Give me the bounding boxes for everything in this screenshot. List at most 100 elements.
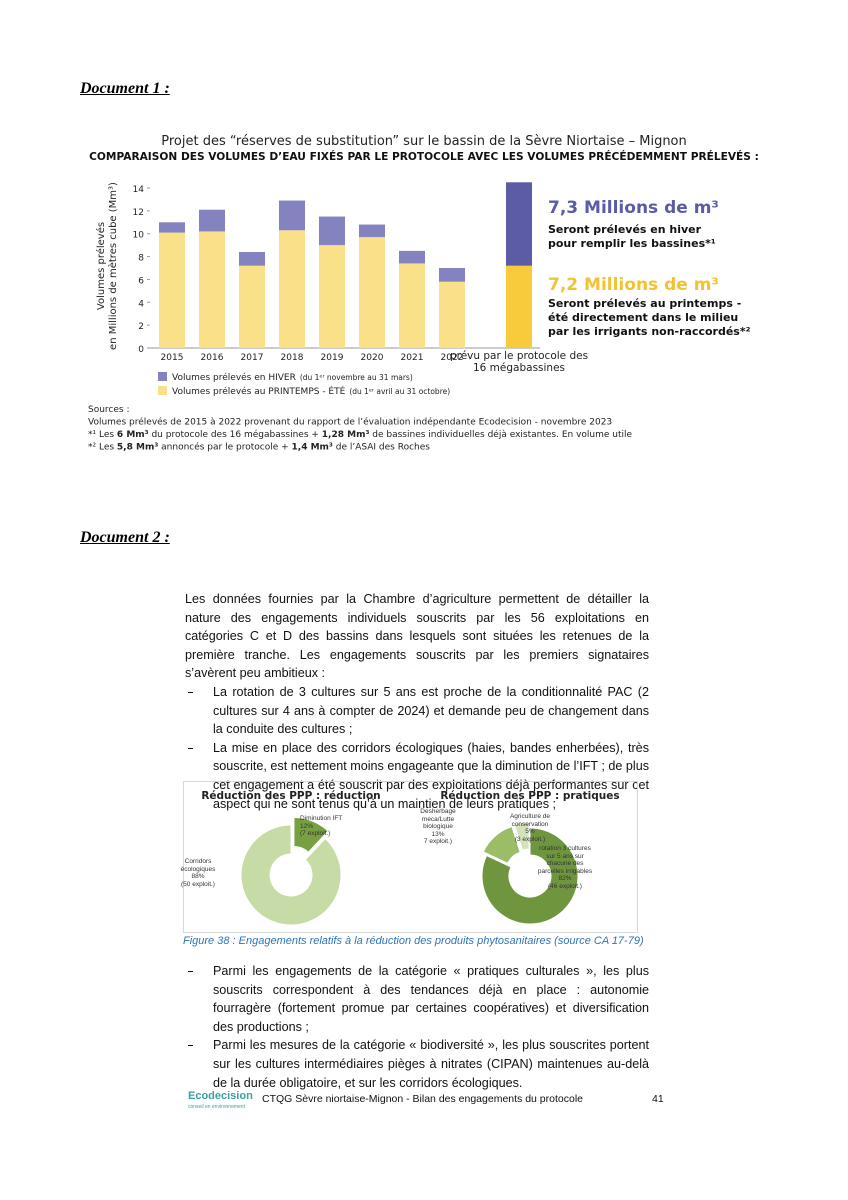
data-label-line: 12% [300,822,314,830]
source-segment: de l’ASAI des Roches [333,443,430,453]
bullet-dash [188,971,193,972]
source-segment: Sources : [88,405,130,415]
legend-entry: Volumes prélevés en HIVER (du 1ᵉʳ novembr… [172,372,413,383]
data-label-line: Diminution IFT [300,815,343,822]
annotation-line: Seront prélevés en hiver [548,223,702,236]
data-label-line: Agriculture de conservation [509,813,551,828]
data-label-line: Desherbage meca/Lutte biologique [420,808,456,830]
data-label: Agriculture de conservation 5% (3 exploit.… [496,813,564,843]
annotation-title: 7,2 Millions de m³ [548,275,719,295]
bar-segment [239,252,265,266]
data-label-line: (3 exploit.) [514,835,546,843]
data-label: Diminution IFT 12% (7 exploit.) [300,815,360,838]
legend-swatch [158,386,167,395]
bullet: Parmi les engagements de la catégorie « … [185,962,649,1036]
bar-segment [279,200,305,231]
bar-segment [199,209,225,232]
data-label: Desherbage meca/Lutte biologique 13% 7 exp… [408,808,468,846]
x-tick-label: 2018 [281,353,304,363]
chart-subtitle: COMPARAISON DES VOLUMES D’EAU FIXÉS PAR … [89,150,759,163]
bar-segment [159,232,185,348]
source-line: *² Les 5,8 Mm³ annoncés par le protocole… [88,442,430,453]
y-axis-label: Volumes prélevés [95,222,107,310]
y-tick-label: 2 [138,322,144,332]
data-label-line: 82% [558,875,572,882]
source-segment: Volumes prélevés de 2015 à 2022 provenan… [88,417,612,428]
bar-segment [439,281,465,348]
data-label: Corridors écologiques 88% (50 exploit.) [168,858,228,888]
annotation-line: pour remplir les bassines*¹ [548,237,716,250]
chart-title: Réduction des PPP : pratiques [440,790,619,802]
legend-name: Volumes prélevés en HIVER [172,372,296,383]
data-label-line: 13% [431,830,445,838]
bar-segment [399,263,425,348]
donut-slice [293,817,329,853]
x-tick-label: 2019 [321,353,344,363]
bar-segment [359,237,385,348]
paragraph: Les données fournies par la Chambre d’ag… [185,592,649,681]
y-tick-label: 4 [138,299,144,309]
data-label-line: Corridors écologiques [180,858,216,873]
data-label-line: (50 exploit.) [181,880,215,888]
source-segment: annoncés par le protocole + [158,442,291,453]
logo-sub: conseil en environnement [188,1104,245,1110]
donut-slice [240,824,342,926]
page-number: 41 [652,1093,664,1105]
bar-segment [439,268,465,282]
legend-entry: Volumes prélevés au PRINTEMPS - ÉTÉ (du 1… [172,385,450,397]
data-label-line: (46 exploit.) [548,882,582,890]
bar-chart: Projet des “réserves de substitution” su… [88,134,759,453]
data-label-line: 7 exploit.) [423,838,453,845]
donut-slice [513,821,530,851]
source-segment: 5,8 Mm³ [117,443,158,453]
x-tick-label: 2021 [401,353,424,363]
data-label: rotation 3 cultures sur 5 ans sur chacun… [536,845,594,890]
bullet-dash [188,691,193,693]
heading: Document 2 : [80,529,170,546]
bar-segment [319,216,345,246]
y-tick-label: 8 [138,254,144,264]
bar-segment [399,250,425,264]
bullet-dash [188,1045,193,1047]
x-tick-label-box: prévu par le protocole des 16 mégabassin… [450,350,588,374]
y-tick-label: 6 [138,276,144,286]
legend-note: (du 1ᵉʳ novembre au 31 mars) [300,373,413,382]
source-segment: 1,4 Mm³ [292,443,333,453]
chart-title: Réduction des PPP : réduction [201,790,380,802]
legend-swatch [158,372,167,381]
donut-slice [482,825,521,864]
annotation-line: par les irrigants non-raccordés*² [548,325,751,338]
bar-segment [506,265,532,348]
annotation-line: Seront prélevés au printemps - [548,297,741,310]
x-tick-label: 2022 [441,353,464,363]
y-tick-label: 0 [138,345,144,355]
figure-frame [183,781,638,933]
source-segment: 1,28 Mm³ [322,430,370,440]
x-tick-label: 2020 [361,353,384,363]
bullet: Parmi les mesures de la catégorie « biod… [185,1036,649,1092]
bar-segment [239,265,265,348]
y-tick-label: 14 [133,185,145,195]
source-line: Sources : [88,405,130,415]
caption: Figure 38 : Engagements relatifs à la ré… [183,935,644,947]
x-tick-label: 2016 [201,353,224,363]
bar-segment [319,245,345,348]
data-label-line: (7 exploit.) [300,830,331,837]
bullet-text: La rotation de 3 cultures sur 5 ans est … [213,684,649,737]
footer-text: CTQG Sèvre niortaise-Mignon - Bilan des … [262,1093,583,1105]
legend-note: (du 1ᵉʳ avril au 31 octobre) [349,387,450,396]
bar-segment [199,231,225,348]
legend-name: Volumes prélevés au PRINTEMPS - ÉTÉ [172,385,346,397]
x-tick-label: 2017 [241,353,264,363]
bullet: La rotation de 3 cultures sur 5 ans est … [185,683,649,739]
annotation-line: été directement dans le milieu [548,311,738,324]
bar-segment [159,222,185,233]
heading: Document 1 : [80,80,170,97]
y-tick-label: 12 [133,208,144,218]
source-segment: du protocole des 16 mégabassines + [149,429,322,440]
